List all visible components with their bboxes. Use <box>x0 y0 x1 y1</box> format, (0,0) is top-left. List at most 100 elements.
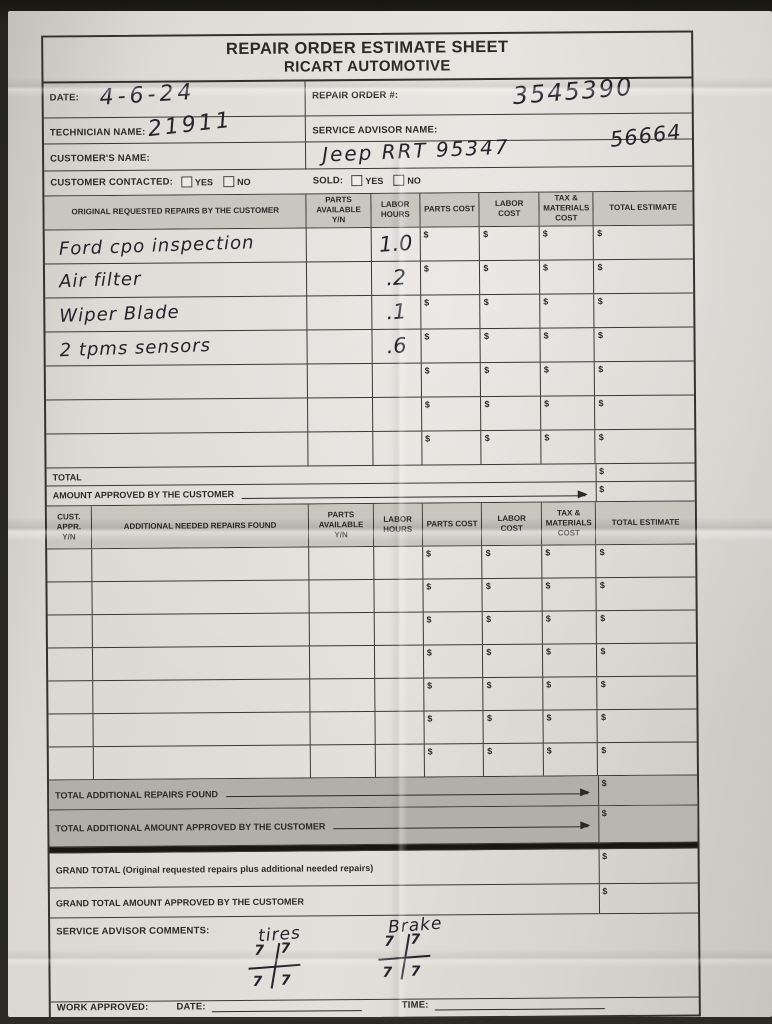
additional-repair-description-cell <box>92 646 311 681</box>
tax-materials-cost-cell: $ <box>541 395 596 430</box>
additional-repair-table-row: $ $ $ $ <box>47 577 696 616</box>
tax-materials-cost-cell: $ <box>542 611 598 644</box>
tax-materials-cost-cell: $ <box>542 644 598 677</box>
dollar-sign: $ <box>486 680 492 691</box>
total-estimate-cell: $ <box>594 259 693 293</box>
tax-materials-cost-cell: $ <box>539 259 595 294</box>
service-advisor-comments-section: SERVICE ADVISOR COMMENTS: tires 7 7 7 7 … <box>50 913 699 1003</box>
dollar-sign: $ <box>597 227 603 238</box>
date-field: DATE: 4-6-24 <box>43 80 307 118</box>
dollar-sign: $ <box>542 262 549 273</box>
repair-order-value-handwritten: 3545390 <box>511 72 635 110</box>
additional-repair-table-row: $ $ $ $ <box>47 544 696 583</box>
dollar-sign: $ <box>601 808 607 819</box>
date-row: DATE: 4-6-24 REPAIR ORDER #: 3545390 <box>43 72 692 119</box>
col-original-repairs: ORIGINAL REQUESTED REPAIRS BY THE CUSTOM… <box>44 194 308 230</box>
tread-value-handwritten: 7 <box>254 943 265 960</box>
technician-field: TECHNICIAN NAME: 21911 <box>43 107 307 144</box>
dollar-sign: $ <box>543 296 549 307</box>
dollar-sign: $ <box>601 745 607 756</box>
additional-repair-description-cell <box>92 580 311 615</box>
cust-appr-cell <box>47 615 93 648</box>
col-labor-cost: LABOR COST <box>479 192 540 226</box>
labor-hours-cell <box>374 645 424 679</box>
labor-cost-cell: $ <box>482 545 543 579</box>
total-estimate-cell: $ <box>595 395 694 429</box>
labor-cost-cell: $ <box>481 396 542 430</box>
tax-materials-cost-cell: $ <box>543 743 599 776</box>
parts-available-cell <box>308 363 373 398</box>
total-estimate-cell: $ <box>597 545 696 578</box>
labor-cost-cell: $ <box>481 362 542 396</box>
customer-contacted-yes-group: YES NO <box>180 176 261 188</box>
labor-hours-cell <box>375 744 425 778</box>
col-parts-cost-2: PARTS COST <box>422 502 483 546</box>
dollar-sign: $ <box>543 330 549 341</box>
dollar-sign: $ <box>544 432 550 443</box>
grand-total-row: GRAND TOTAL (Original requested repairs … <box>49 848 698 889</box>
dollar-sign: $ <box>602 885 608 896</box>
tread-measurement-cross: 7 7 7 7 <box>250 941 298 991</box>
repair-order-estimate-form: REPAIR ORDER ESTIMATE SHEET RICART AUTOM… <box>41 30 701 1022</box>
dollar-sign: $ <box>598 431 604 442</box>
total-estimate-cell: $ <box>598 710 697 743</box>
dollar-sign: $ <box>427 746 433 757</box>
dollar-sign: $ <box>425 433 431 444</box>
labor-cost-cell: $ <box>483 677 544 711</box>
sold-checkbox-group: YES NO <box>351 174 431 187</box>
sold-label: SOLD: <box>312 175 344 187</box>
original-repair-table-row: Wiper Blade .1 $ $ $ $ <box>45 293 694 333</box>
repair-description-handwritten: 2 tpms sensors <box>59 334 212 361</box>
dollar-sign: $ <box>543 364 549 375</box>
dollar-sign: $ <box>544 398 550 409</box>
cust-appr-cell <box>48 747 94 780</box>
parts-cost-cell: $ <box>422 430 482 465</box>
parts-available-cell <box>310 712 376 745</box>
col-labor-cost-2: LABOR COST <box>482 502 543 546</box>
sold-yes-label: YES <box>365 175 384 186</box>
parts-cost-cell: $ <box>420 260 481 295</box>
dollar-sign: $ <box>424 297 430 308</box>
dollar-sign: $ <box>486 647 492 658</box>
dollar-sign: $ <box>545 547 551 558</box>
labor-cost-cell: $ <box>482 578 543 612</box>
dollar-sign: $ <box>483 228 489 239</box>
dollar-sign: $ <box>597 329 604 340</box>
total-estimate-cell: $ <box>595 327 694 361</box>
parts-cost-cell: $ <box>423 645 484 678</box>
total-amount-cell: $ <box>595 463 695 481</box>
tread-value-handwritten: 7 <box>280 973 291 990</box>
parts-available-cell <box>308 431 374 466</box>
labor-cost-cell: $ <box>480 260 541 294</box>
col-tax-materials-cost-2: TAX & MATERIALS COST <box>541 501 597 545</box>
labor-cost-cell: $ <box>480 226 540 260</box>
col-parts-cost: PARTS COST <box>420 192 481 227</box>
labor-hours-cell <box>373 546 424 580</box>
tread-value-handwritten: 7 <box>252 974 263 991</box>
repair-description-handwritten: Air filter <box>58 268 142 293</box>
total-estimate-cell: $ <box>595 361 694 395</box>
footer-date-label: DATE: <box>176 1001 206 1013</box>
dollar-sign: $ <box>484 432 490 443</box>
repair-description-cell <box>46 432 309 468</box>
grand-total-approved-cell: $ <box>598 883 699 914</box>
repair-description-handwritten: Wiper Blade <box>59 301 181 327</box>
original-repair-table-row: $ $ $ $ <box>45 361 694 401</box>
advisor-comment-group: tires 7 7 7 7 <box>250 924 302 991</box>
customer-contacted-no-label: NO <box>237 176 251 187</box>
total-additional-approved-label: TOTAL ADDITIONAL AMOUNT APPROVED BY THE … <box>55 821 326 834</box>
parts-available-cell <box>310 613 375 646</box>
customer-number-handwritten: 56664 <box>608 119 684 152</box>
labor-hours-cell <box>375 711 425 745</box>
dollar-sign: $ <box>597 295 603 306</box>
col-labor-hours-2: LABOR HOURS <box>373 503 423 547</box>
labor-cost-cell: $ <box>480 294 541 328</box>
total-estimate-cell: $ <box>594 225 693 259</box>
col-parts-available-2: PARTS AVAILABLE Y/N <box>309 503 374 547</box>
footer-time-label: TIME: <box>401 999 429 1011</box>
total-estimate-cell: $ <box>597 611 696 644</box>
labor-hours-cell: .6 <box>372 329 422 363</box>
repair-description-cell: Ford cpo inspection <box>44 228 308 264</box>
customer-name-value-handwritten: Jeep RRT 95347 <box>322 134 511 167</box>
dollar-sign: $ <box>484 398 490 409</box>
